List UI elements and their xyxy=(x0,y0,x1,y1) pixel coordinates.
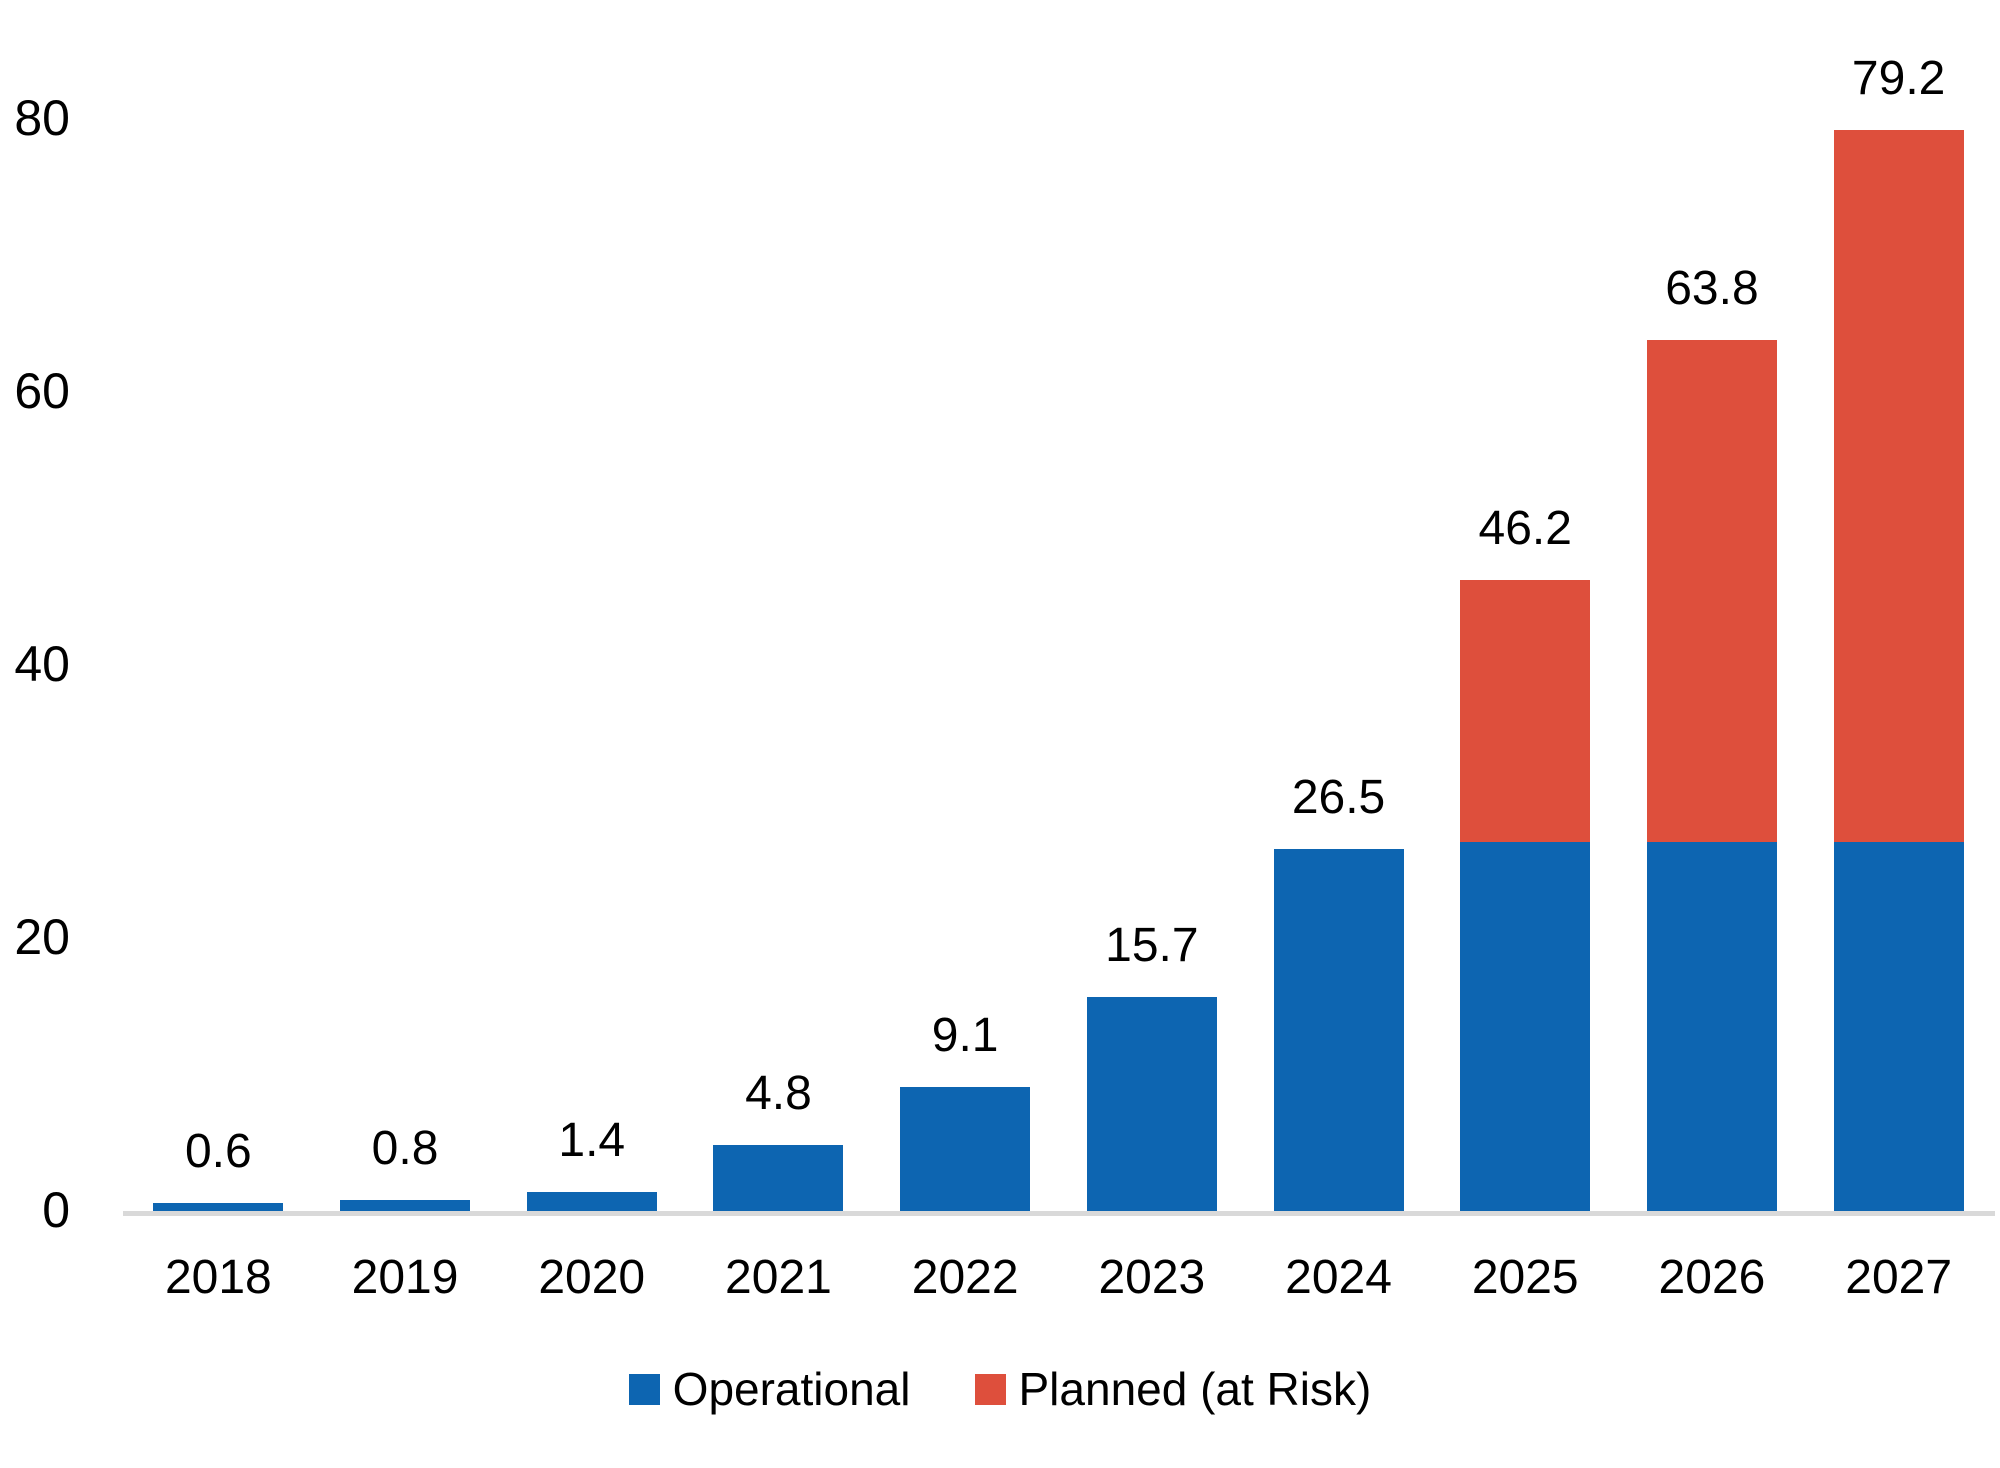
bar-segment-operational-2021 xyxy=(713,1145,844,1211)
bar-total-label-2026: 63.8 xyxy=(1665,262,1759,316)
bar-segment-planned-2027 xyxy=(1833,129,1964,843)
bar-total-label-2018: 0.6 xyxy=(184,1124,252,1178)
bar-segment-planned-2025 xyxy=(1460,580,1591,843)
x-axis-line xyxy=(123,1211,1995,1216)
legend-swatch-planned-icon xyxy=(974,1373,1006,1405)
legend-label-operational: Operational xyxy=(672,1363,911,1415)
bar-total-label-2020: 1.4 xyxy=(558,1113,626,1167)
y-axis: 0 20 40 60 80 xyxy=(0,93,70,1235)
y-axis-tick-label: 60 xyxy=(14,363,70,419)
x-axis-tick-label-2021: 2021 xyxy=(725,1251,832,1304)
bar-total-label-2022: 9.1 xyxy=(931,1008,999,1062)
bar-segment-operational-2025 xyxy=(1460,842,1591,1211)
y-axis-tick-label: 40 xyxy=(14,636,70,692)
x-axis-tick-label-2020: 2020 xyxy=(538,1251,646,1304)
bar-total-label-2023: 15.7 xyxy=(1105,918,1199,972)
bar-segment-operational-2018 xyxy=(153,1202,284,1211)
x-axis-tick-label-2023: 2023 xyxy=(1098,1251,1206,1304)
bar-segment-operational-2023 xyxy=(1086,996,1217,1211)
bar-segment-planned-2026 xyxy=(1646,340,1777,843)
bar-total-label-2024: 26.5 xyxy=(1291,771,1386,825)
bar-total-label-2027: 79.2 xyxy=(1851,51,1946,105)
x-axis-tick-label-2026: 2026 xyxy=(1658,1251,1766,1304)
x-axis-tick-label-2025: 2025 xyxy=(1471,1251,1579,1304)
legend-item-operational: Operational xyxy=(628,1363,911,1415)
bar-segment-operational-2024 xyxy=(1273,849,1404,1211)
y-axis-tick-label: 20 xyxy=(14,909,70,965)
legend-label-planned: Planned (at Risk) xyxy=(1018,1363,1372,1415)
legend-swatch-operational-icon xyxy=(628,1373,660,1405)
plot-area: 0.6 0.8 1.4 4.8 9.1 15.7 26.5 46.2 63.8 79.2 xyxy=(125,54,1992,1211)
legend-item-planned: Planned (at Risk) xyxy=(974,1363,1372,1415)
bar-segment-operational-2020 xyxy=(526,1191,657,1211)
x-axis-tick-label-2018: 2018 xyxy=(164,1251,272,1304)
bar-segment-operational-2027 xyxy=(1833,842,1964,1211)
x-axis-tick-label-2027: 2027 xyxy=(1845,1251,1953,1304)
x-axis-tick-label-2019: 2019 xyxy=(351,1251,459,1304)
bar-total-label-2019: 0.8 xyxy=(371,1122,439,1176)
x-axis-tick-label-2024: 2024 xyxy=(1285,1251,1392,1304)
legend: Operational Planned (at Risk) xyxy=(0,1366,2000,1412)
bar-segment-operational-2022 xyxy=(900,1086,1031,1211)
bar-segment-operational-2026 xyxy=(1646,842,1777,1211)
y-axis-tick-label: 80 xyxy=(14,90,70,146)
bar-total-label-2021: 4.8 xyxy=(745,1067,812,1121)
x-axis: 2018 2019 2020 2021 2022 2023 2024 2025 2026 2027 xyxy=(125,1251,1992,1312)
y-axis-tick-label: 0 xyxy=(42,1182,70,1238)
x-axis-tick-label-2022: 2022 xyxy=(911,1251,1019,1304)
bar-total-label-2025: 46.2 xyxy=(1478,502,1572,556)
bar-segment-operational-2019 xyxy=(340,1200,471,1211)
